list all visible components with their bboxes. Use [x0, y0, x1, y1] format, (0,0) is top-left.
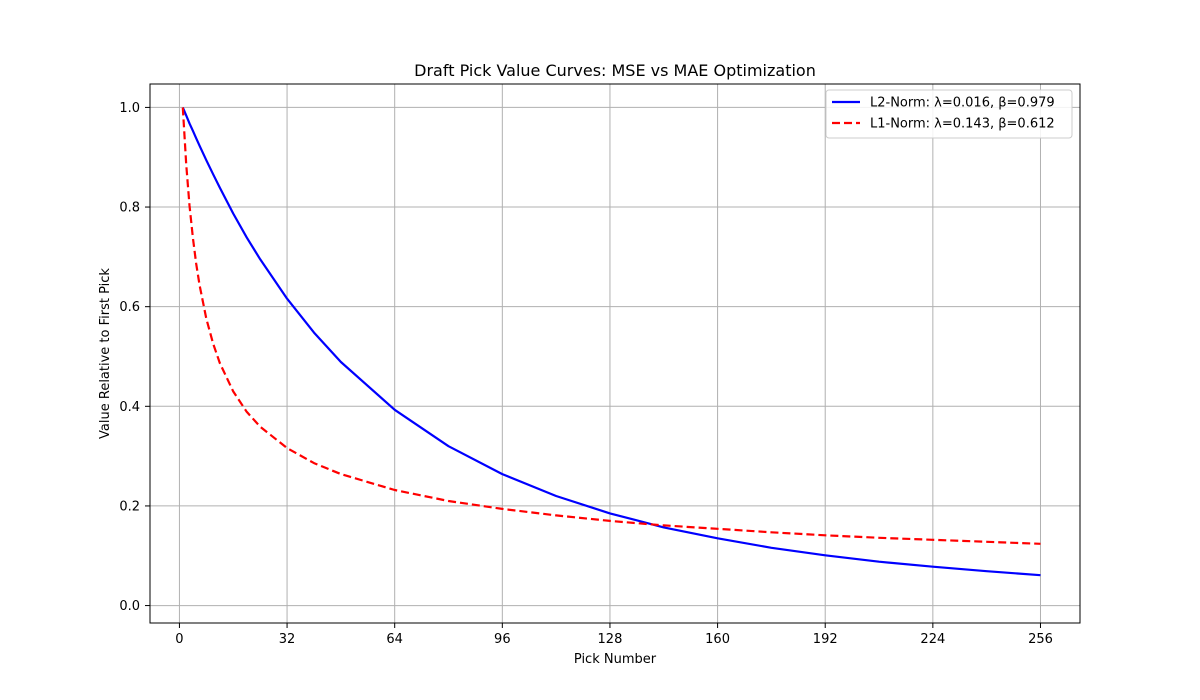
x-tick-label: 224: [920, 632, 945, 647]
x-tick-label: 128: [598, 632, 623, 647]
legend: L2-Norm: λ=0.016, β=0.979 L1-Norm: λ=0.14…: [825, 89, 1073, 139]
x-tick-label: 0: [175, 632, 183, 647]
y-tick-label: 0.6: [119, 300, 140, 315]
series-line-l1-norm: [181, 107, 1041, 545]
y-tick-label: 0.4: [119, 400, 140, 415]
x-axis-label: Pick Number: [574, 652, 657, 667]
y-tick-label: 0.2: [119, 499, 140, 514]
x-tick-label: 192: [813, 632, 838, 647]
legend-box: [825, 89, 1073, 139]
x-tick-label: 64: [386, 632, 403, 647]
y-axis-label: Value Relative to First Pick: [98, 268, 113, 439]
grid-layer: [150, 84, 1080, 623]
y-tick-label: 0.8: [119, 201, 140, 216]
x-tick-label: 256: [1028, 632, 1053, 647]
chart-title: Draft Pick Value Curves: MSE vs MAE Opti…: [414, 61, 816, 80]
x-tick-label: 160: [705, 632, 730, 647]
legend-label: L2-Norm: λ=0.016, β=0.979: [870, 96, 1055, 111]
legend-label: L1-Norm: λ=0.143, β=0.612: [870, 117, 1055, 132]
y-tick-label: 1.0: [119, 101, 140, 116]
series-layer: [181, 106, 1041, 577]
y-tick-label: 0.0: [119, 599, 140, 614]
series-line-l2-norm: [181, 106, 1041, 577]
ticks-layer: 0 32 64 96 128 160 192 224 256 0.0 0.2 0.4 0.6 0.8 1.0: [119, 101, 1053, 647]
x-tick-label: 32: [279, 632, 296, 647]
x-tick-label: 96: [494, 632, 511, 647]
plot-frame: [149, 83, 1081, 624]
